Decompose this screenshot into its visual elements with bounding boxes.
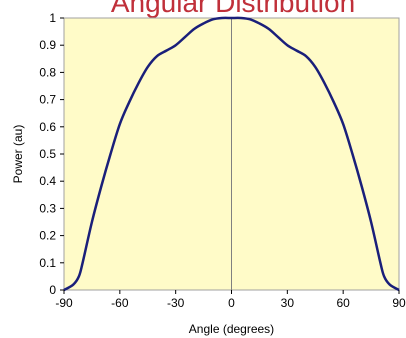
x-tick-label: -30 — [167, 296, 185, 310]
chart-title: Angular Distribution — [111, 0, 355, 18]
y-tick-label: 0.1 — [39, 256, 56, 270]
y-axis: 0 0.1 0.2 0.3 0.4 0.5 0.6 0.7 0.8 0.9 1 — [39, 11, 64, 297]
y-tick-label: 1 — [49, 11, 56, 25]
y-tick-label: 0 — [49, 283, 56, 297]
x-tick-label: 0 — [228, 296, 235, 310]
y-axis-label: Power (au) — [11, 125, 25, 184]
y-tick-label: 0.6 — [39, 120, 56, 134]
y-tick-label: 0.5 — [39, 147, 56, 161]
y-tick-label: 0.3 — [39, 201, 56, 215]
x-axis-label: Angle (degrees) — [189, 322, 274, 336]
power-curve — [63, 16, 400, 292]
y-tick-label: 0.7 — [39, 93, 56, 107]
y-tick-label: 0.9 — [39, 38, 56, 52]
x-tick-label: 90 — [392, 296, 406, 310]
x-tick-label: 30 — [281, 296, 295, 310]
y-tick-label: 0.2 — [39, 229, 56, 243]
y-tick-label: 0.4 — [39, 174, 56, 188]
x-tick-label: -90 — [55, 296, 73, 310]
x-tick-label: 60 — [336, 296, 350, 310]
y-tick-label: 0.8 — [39, 65, 56, 79]
x-axis: -90 -60 -30 0 30 60 90 — [55, 290, 406, 310]
x-tick-label: -60 — [111, 296, 129, 310]
